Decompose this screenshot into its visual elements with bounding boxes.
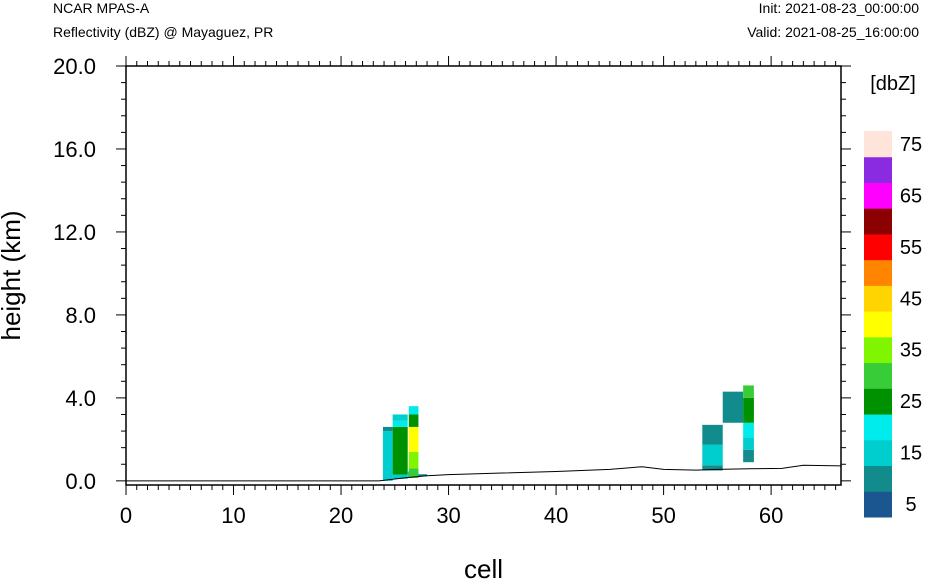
colorbar-tick-label: 5	[905, 494, 916, 516]
colorbar-swatch	[864, 439, 892, 467]
colorbar-swatch	[864, 465, 892, 492]
reflectivity-cells	[382, 385, 754, 481]
terrain-line	[126, 464, 842, 482]
colorbar-tick-label: 25	[900, 391, 922, 413]
header-init-time: Init: 2021-08-23_00:00:00	[758, 0, 919, 16]
x-tick-label: 40	[544, 503, 568, 528]
x-tick-label: 60	[759, 503, 783, 528]
header-plot-title: Reflectivity (dBZ) @ Mayaguez, PR	[53, 24, 274, 40]
terrain-profile	[126, 464, 842, 482]
reflectivity-cell	[408, 426, 419, 452]
x-tick-label: 50	[651, 503, 675, 528]
colorbar-swatch	[864, 388, 892, 415]
colorbar-swatch	[864, 491, 892, 518]
reflectivity-cell	[702, 465, 723, 471]
reflectivity-cell	[743, 385, 754, 398]
reflectivity-cell	[382, 431, 393, 481]
colorbar-swatch	[864, 285, 892, 312]
reflectivity-cell	[743, 449, 754, 463]
reflectivity-cell	[418, 474, 428, 477]
reflectivity-cell	[392, 474, 408, 479]
y-tick-label: 4.0	[65, 386, 96, 411]
reflectivity-cell	[743, 437, 754, 450]
colorbar-swatch	[864, 208, 892, 235]
x-tick-labels: 0 10 20 30 40 50 60	[120, 503, 783, 528]
colorbar-swatch	[864, 156, 892, 183]
colorbar-tick-label: 45	[900, 288, 922, 310]
reflectivity-cell	[743, 397, 754, 423]
colorbar-swatch	[864, 131, 892, 158]
colorbar-swatch	[864, 233, 892, 261]
colorbar-swatch	[864, 311, 892, 338]
x-axis-title: cell	[464, 554, 503, 580]
y-tick-labels: 0.0 4.0 8.0 12.0 16.0 20.0	[53, 54, 96, 494]
colorbar-tick-label: 15	[900, 443, 922, 465]
reflectivity-cell	[722, 391, 744, 423]
y-tick-label: 20.0	[53, 54, 96, 79]
reflectivity-cell	[408, 468, 419, 478]
colorbar-swatch	[864, 414, 892, 441]
reflectivity-cell	[408, 451, 419, 469]
header-valid-time: Valid: 2021-08-25_16:00:00	[747, 24, 919, 40]
x-tick-label: 0	[120, 503, 132, 528]
y-axis-title: height (km)	[0, 210, 26, 340]
colorbar: 5 15 25 35 45 55 65 75	[864, 131, 922, 518]
colorbar-unit-label: [dbZ]	[870, 73, 916, 95]
x-tick-label: 20	[329, 503, 353, 528]
x-tick-label: 10	[221, 503, 245, 528]
colorbar-swatch	[864, 362, 892, 389]
y-tick-label: 0.0	[65, 469, 96, 494]
reflectivity-cell	[743, 422, 754, 438]
reflectivity-cell	[392, 426, 408, 475]
axis-ticks	[116, 56, 851, 495]
y-tick-label: 16.0	[53, 137, 96, 162]
reflectivity-cell	[392, 420, 408, 427]
reflectivity-cell	[702, 444, 723, 466]
colorbar-tick-label: 35	[900, 340, 922, 362]
plot-frame	[125, 65, 842, 486]
colorbar-swatch	[864, 336, 892, 364]
reflectivity-cell	[702, 424, 723, 445]
reflectivity-cell	[408, 406, 419, 415]
reflectivity-cell	[392, 414, 408, 421]
colorbar-tick-label: 55	[900, 237, 922, 259]
colorbar-swatch	[864, 259, 892, 286]
colorbar-tick-label: 75	[900, 134, 922, 156]
header-model-name: NCAR MPAS-A	[53, 0, 150, 16]
colorbar-swatch	[864, 182, 892, 209]
x-tick-label: 30	[436, 503, 460, 528]
reflectivity-cell	[382, 426, 393, 432]
y-tick-label: 8.0	[65, 303, 96, 328]
colorbar-tick-label: 65	[900, 185, 922, 207]
reflectivity-cell	[408, 414, 419, 427]
y-tick-label: 12.0	[53, 220, 96, 245]
